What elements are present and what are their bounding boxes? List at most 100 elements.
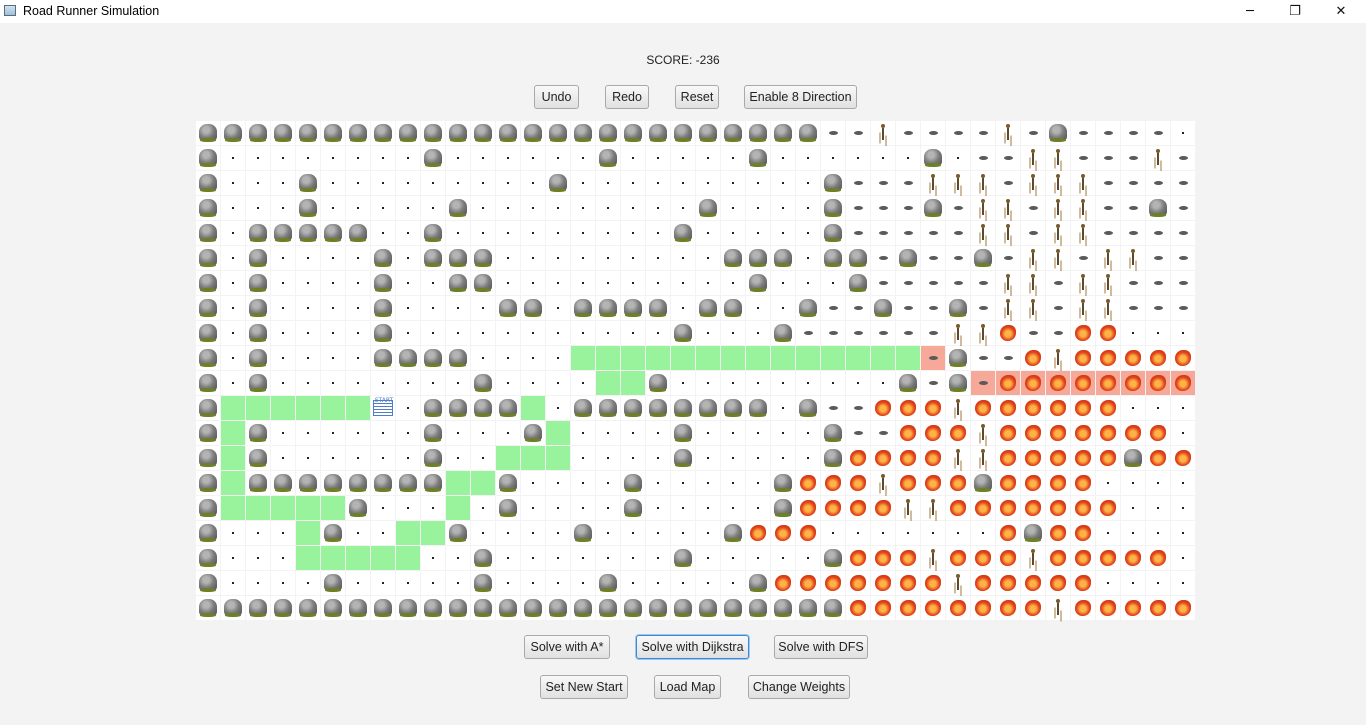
- grid-cell[interactable]: [546, 221, 570, 245]
- grid-cell[interactable]: [1121, 246, 1145, 270]
- grid-cell[interactable]: [946, 121, 970, 145]
- grid-cell[interactable]: [796, 571, 820, 595]
- grid-cell[interactable]: [271, 321, 295, 345]
- grid-cell[interactable]: [621, 396, 645, 420]
- grid-cell[interactable]: [621, 196, 645, 220]
- grid-cell[interactable]: [346, 496, 370, 520]
- grid-cell[interactable]: [671, 121, 695, 145]
- grid-cell[interactable]: [996, 471, 1020, 495]
- grid-cell[interactable]: [421, 546, 445, 570]
- grid-cell[interactable]: [821, 396, 845, 420]
- grid-cell[interactable]: [521, 196, 545, 220]
- grid-cell[interactable]: [446, 471, 470, 495]
- grid-cell[interactable]: [246, 296, 270, 320]
- grid-cell[interactable]: [196, 371, 220, 395]
- grid-cell[interactable]: [546, 146, 570, 170]
- grid-cell[interactable]: [521, 471, 545, 495]
- grid-cell[interactable]: [796, 171, 820, 195]
- grid-cell[interactable]: [696, 296, 720, 320]
- grid-cell[interactable]: [771, 571, 795, 595]
- grid-cell[interactable]: [371, 321, 395, 345]
- grid-cell[interactable]: [846, 346, 870, 370]
- grid-cell[interactable]: [1021, 546, 1045, 570]
- grid-cell[interactable]: [671, 546, 695, 570]
- grid-cell[interactable]: [946, 171, 970, 195]
- grid-cell[interactable]: [721, 271, 745, 295]
- grid-cell[interactable]: [296, 146, 320, 170]
- grid-cell[interactable]: [696, 221, 720, 245]
- grid-cell[interactable]: [396, 121, 420, 145]
- grid-cell[interactable]: [496, 271, 520, 295]
- grid-cell[interactable]: [771, 346, 795, 370]
- grid-cell[interactable]: [746, 296, 770, 320]
- simulation-grid[interactable]: START: [196, 121, 1196, 621]
- grid-cell[interactable]: [621, 471, 645, 495]
- grid-cell[interactable]: [671, 496, 695, 520]
- grid-cell[interactable]: [246, 121, 270, 145]
- grid-cell[interactable]: [596, 446, 620, 470]
- grid-cell[interactable]: [971, 571, 995, 595]
- grid-cell[interactable]: [546, 296, 570, 320]
- grid-cell[interactable]: [771, 371, 795, 395]
- change-weights-button[interactable]: Change Weights: [748, 675, 850, 699]
- grid-cell[interactable]: [1121, 121, 1145, 145]
- grid-cell[interactable]: [1021, 371, 1045, 395]
- grid-cell[interactable]: [721, 371, 745, 395]
- grid-cell[interactable]: [596, 546, 620, 570]
- grid-cell[interactable]: [246, 321, 270, 345]
- grid-cell[interactable]: [996, 221, 1020, 245]
- grid-cell[interactable]: [346, 396, 370, 420]
- grid-cell[interactable]: [1171, 546, 1195, 570]
- grid-cell[interactable]: [271, 121, 295, 145]
- grid-cell[interactable]: [1046, 371, 1070, 395]
- grid-cell[interactable]: [496, 346, 520, 370]
- grid-cell[interactable]: [1146, 496, 1170, 520]
- grid-cell[interactable]: [246, 196, 270, 220]
- grid-cell[interactable]: [896, 396, 920, 420]
- grid-cell[interactable]: [746, 571, 770, 595]
- grid-cell[interactable]: [1096, 446, 1120, 470]
- grid-cell[interactable]: [221, 121, 245, 145]
- grid-cell[interactable]: [871, 346, 895, 370]
- grid-cell[interactable]: [746, 271, 770, 295]
- grid-cell[interactable]: [1171, 471, 1195, 495]
- grid-cell[interactable]: [921, 496, 945, 520]
- grid-cell[interactable]: [271, 371, 295, 395]
- grid-cell[interactable]: [996, 321, 1020, 345]
- grid-cell[interactable]: [1071, 196, 1095, 220]
- grid-cell[interactable]: [971, 246, 995, 270]
- grid-cell[interactable]: [1071, 546, 1095, 570]
- grid-cell[interactable]: [596, 421, 620, 445]
- grid-cell[interactable]: [821, 346, 845, 370]
- grid-cell[interactable]: [546, 346, 570, 370]
- grid-cell[interactable]: [296, 596, 320, 620]
- grid-cell[interactable]: [471, 146, 495, 170]
- grid-cell[interactable]: [296, 446, 320, 470]
- grid-cell[interactable]: [221, 546, 245, 570]
- grid-cell[interactable]: [1146, 421, 1170, 445]
- grid-cell[interactable]: [696, 121, 720, 145]
- grid-cell[interactable]: [1171, 121, 1195, 145]
- grid-cell[interactable]: [496, 496, 520, 520]
- grid-cell[interactable]: [1021, 396, 1045, 420]
- grid-cell[interactable]: [1096, 596, 1120, 620]
- grid-cell[interactable]: [696, 596, 720, 620]
- grid-cell[interactable]: [746, 596, 770, 620]
- grid-cell[interactable]: [471, 246, 495, 270]
- grid-cell[interactable]: [721, 171, 745, 195]
- grid-cell[interactable]: [771, 146, 795, 170]
- grid-cell[interactable]: [971, 521, 995, 545]
- grid-cell[interactable]: [821, 146, 845, 170]
- grid-cell[interactable]: [1046, 596, 1070, 620]
- grid-cell[interactable]: [1146, 296, 1170, 320]
- grid-cell[interactable]: [846, 146, 870, 170]
- grid-cell[interactable]: [846, 121, 870, 145]
- grid-cell[interactable]: [221, 496, 245, 520]
- grid-cell[interactable]: [1071, 271, 1095, 295]
- grid-cell[interactable]: [1021, 271, 1045, 295]
- grid-cell[interactable]: [696, 196, 720, 220]
- grid-cell[interactable]: [1146, 521, 1170, 545]
- grid-cell[interactable]: [396, 446, 420, 470]
- grid-cell[interactable]: [496, 371, 520, 395]
- grid-cell[interactable]: [871, 196, 895, 220]
